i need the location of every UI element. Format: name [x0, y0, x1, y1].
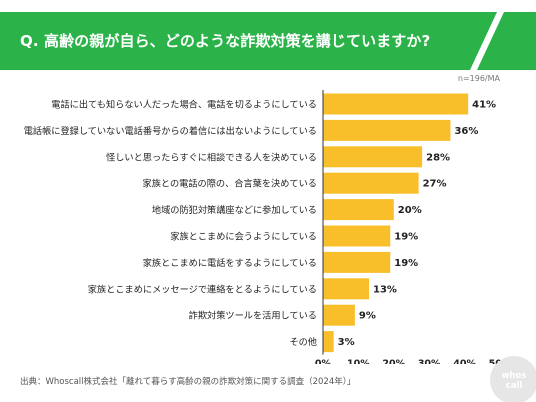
x-tick-label: 40% [453, 359, 476, 364]
sample-size-note: n=196/MA [457, 74, 500, 83]
category-label: 家族とこまめに会うようにしている [170, 231, 317, 243]
whoscall-logo: whos call [490, 356, 536, 402]
bar [323, 93, 469, 115]
bar [323, 119, 451, 141]
category-label: 家族とこまめに電話をするようにしている [143, 257, 317, 269]
bar [323, 251, 391, 273]
title-banner: Q. 高齢の親が自ら、どのような詐欺対策を講じていますか? [0, 12, 536, 70]
category-label: 怪しいと思ったらすぐに相談できる人を決めている [106, 151, 317, 163]
data-label: 28% [426, 152, 450, 163]
bar [323, 199, 394, 221]
data-label: 9% [359, 311, 376, 322]
source-note: 出典：Whoscall株式会社「離れて暮らす高齢の親の詐欺対策に関する調査（20… [20, 377, 356, 387]
category-label: 電話に出ても知らない人だった場合、電話を切るようにしている [51, 99, 317, 111]
x-tick-label: 30% [418, 359, 441, 364]
category-label: その他 [289, 336, 317, 348]
x-tick-label: 20% [382, 359, 405, 364]
logo-text-line1: whos [502, 371, 527, 381]
bar [323, 304, 355, 326]
bar [323, 225, 391, 247]
chart-title: Q. 高齢の親が自ら、どのような詐欺対策を講じていますか? [20, 32, 431, 50]
category-label: 家族とこまめにメッセージで連絡をとるようにしている [88, 283, 317, 295]
data-label: 19% [394, 258, 418, 269]
bar-chart: 電話に出ても知らない人だった場合、電話を切るようにしている 41% 電話帳に登録して… [24, 90, 512, 364]
category-label: 地域の防犯対策講座などに参加している [152, 204, 317, 216]
logo-text-line2: call [506, 381, 523, 391]
category-label: 家族との電話の際の、合言葉を決めている [143, 178, 317, 190]
x-tick-label: 0% [315, 359, 332, 364]
category-label: 詐欺対策ツールを活用している [189, 310, 317, 322]
data-label: 13% [373, 284, 397, 295]
title-banner-shape [0, 12, 536, 70]
x-tick-label: 10% [347, 359, 370, 364]
bar [323, 146, 423, 168]
bar [323, 278, 370, 300]
data-label: 36% [454, 126, 478, 137]
data-label: 19% [394, 232, 418, 243]
data-label: 20% [398, 205, 422, 216]
bar [323, 331, 334, 353]
category-label: 電話帳に登録していない電話番号からの着信には出ないようにしている [24, 125, 317, 137]
data-label: 41% [472, 100, 496, 111]
data-label: 3% [338, 337, 355, 348]
bar [323, 172, 419, 194]
data-label: 27% [423, 179, 447, 190]
